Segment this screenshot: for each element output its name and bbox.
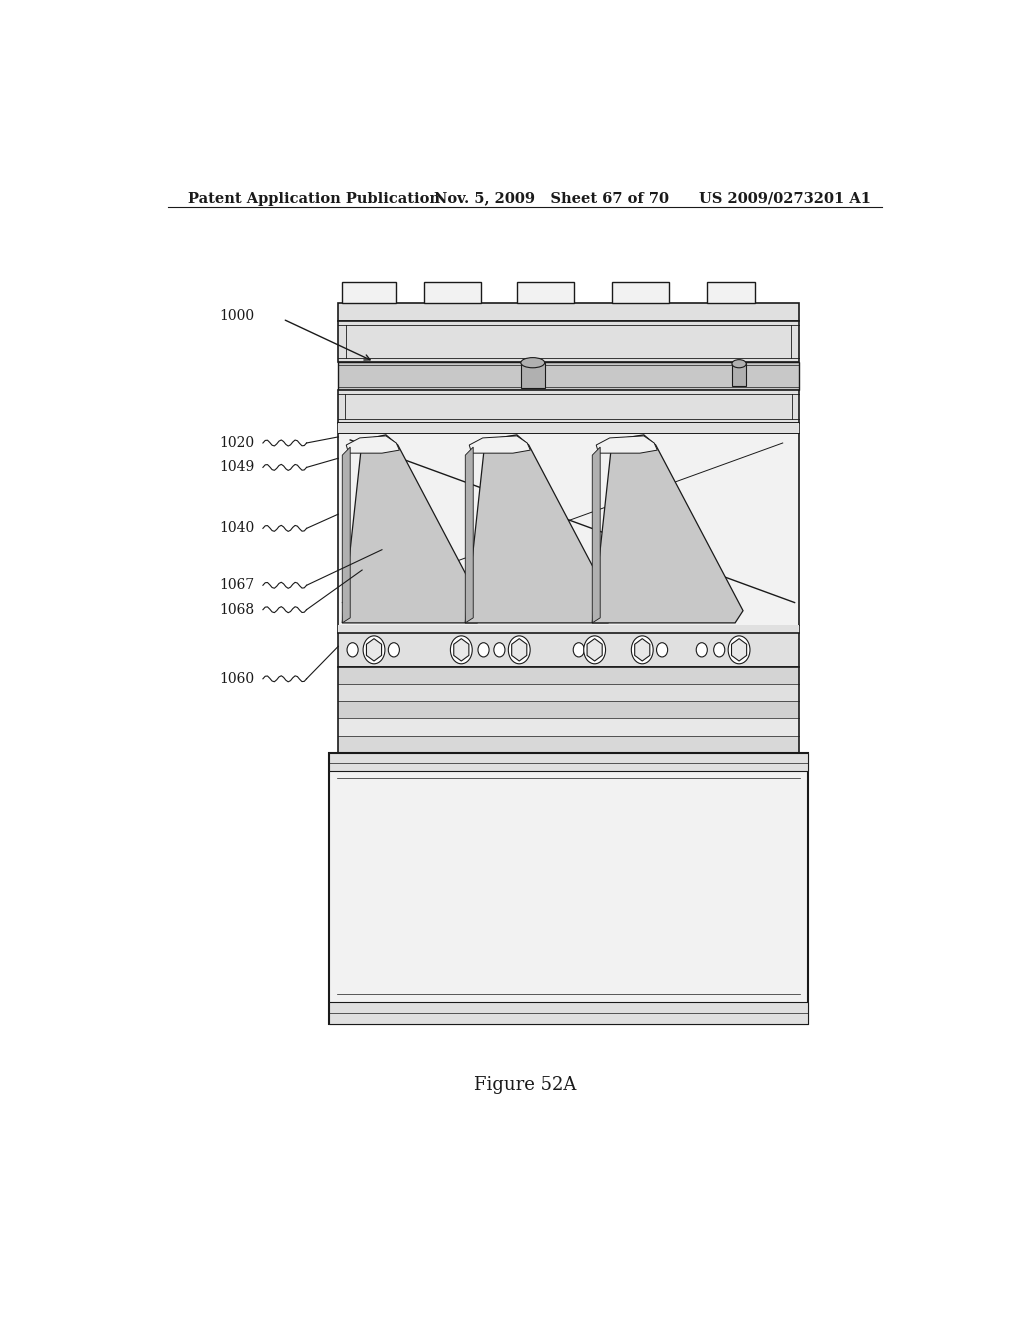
Bar: [338, 718, 799, 735]
Bar: [338, 701, 799, 718]
Text: 1067: 1067: [219, 578, 255, 593]
Bar: [338, 422, 799, 634]
Circle shape: [632, 636, 653, 664]
Polygon shape: [596, 436, 657, 453]
Text: Patent Application Publication: Patent Application Publication: [187, 191, 439, 206]
Bar: [612, 282, 670, 302]
Bar: [708, 282, 755, 302]
Polygon shape: [342, 447, 350, 623]
Bar: [342, 282, 396, 302]
Text: 1068: 1068: [219, 603, 254, 616]
Bar: [338, 735, 799, 752]
Bar: [338, 667, 799, 752]
Polygon shape: [342, 434, 485, 623]
Circle shape: [494, 643, 505, 657]
Ellipse shape: [732, 359, 746, 368]
Polygon shape: [465, 434, 616, 623]
Bar: [338, 422, 799, 433]
Text: 1060: 1060: [219, 672, 254, 686]
Bar: [338, 302, 799, 321]
Circle shape: [388, 643, 399, 657]
Polygon shape: [469, 436, 530, 453]
Bar: [517, 282, 574, 302]
Polygon shape: [465, 447, 473, 623]
Polygon shape: [635, 639, 650, 661]
Text: 1040: 1040: [219, 521, 255, 536]
Bar: [732, 363, 746, 385]
Ellipse shape: [521, 358, 545, 368]
Bar: [338, 362, 799, 391]
Bar: [338, 624, 799, 634]
Bar: [329, 1002, 808, 1024]
Bar: [338, 634, 799, 667]
Polygon shape: [731, 639, 746, 661]
Text: Figure 52A: Figure 52A: [474, 1076, 575, 1094]
Polygon shape: [512, 639, 526, 661]
Polygon shape: [346, 436, 399, 453]
Polygon shape: [454, 639, 469, 661]
Text: 1049: 1049: [219, 461, 255, 474]
Circle shape: [656, 643, 668, 657]
Polygon shape: [367, 639, 382, 661]
Bar: [521, 363, 545, 388]
Text: 1000: 1000: [219, 309, 254, 323]
Bar: [329, 752, 808, 1024]
Bar: [424, 282, 481, 302]
Polygon shape: [592, 447, 600, 623]
Polygon shape: [592, 434, 743, 623]
Text: 1020: 1020: [219, 436, 254, 450]
Circle shape: [451, 636, 472, 664]
Bar: [338, 684, 799, 701]
Circle shape: [364, 636, 385, 664]
Bar: [338, 391, 799, 422]
Bar: [338, 321, 799, 362]
Circle shape: [584, 636, 605, 664]
Circle shape: [347, 643, 358, 657]
Bar: [329, 752, 808, 771]
Circle shape: [573, 643, 585, 657]
Circle shape: [728, 636, 750, 664]
Circle shape: [508, 636, 530, 664]
Circle shape: [696, 643, 708, 657]
Circle shape: [478, 643, 489, 657]
Text: Nov. 5, 2009   Sheet 67 of 70: Nov. 5, 2009 Sheet 67 of 70: [433, 191, 669, 206]
Polygon shape: [587, 639, 602, 661]
Bar: [338, 667, 799, 684]
Text: US 2009/0273201 A1: US 2009/0273201 A1: [699, 191, 871, 206]
Circle shape: [714, 643, 725, 657]
